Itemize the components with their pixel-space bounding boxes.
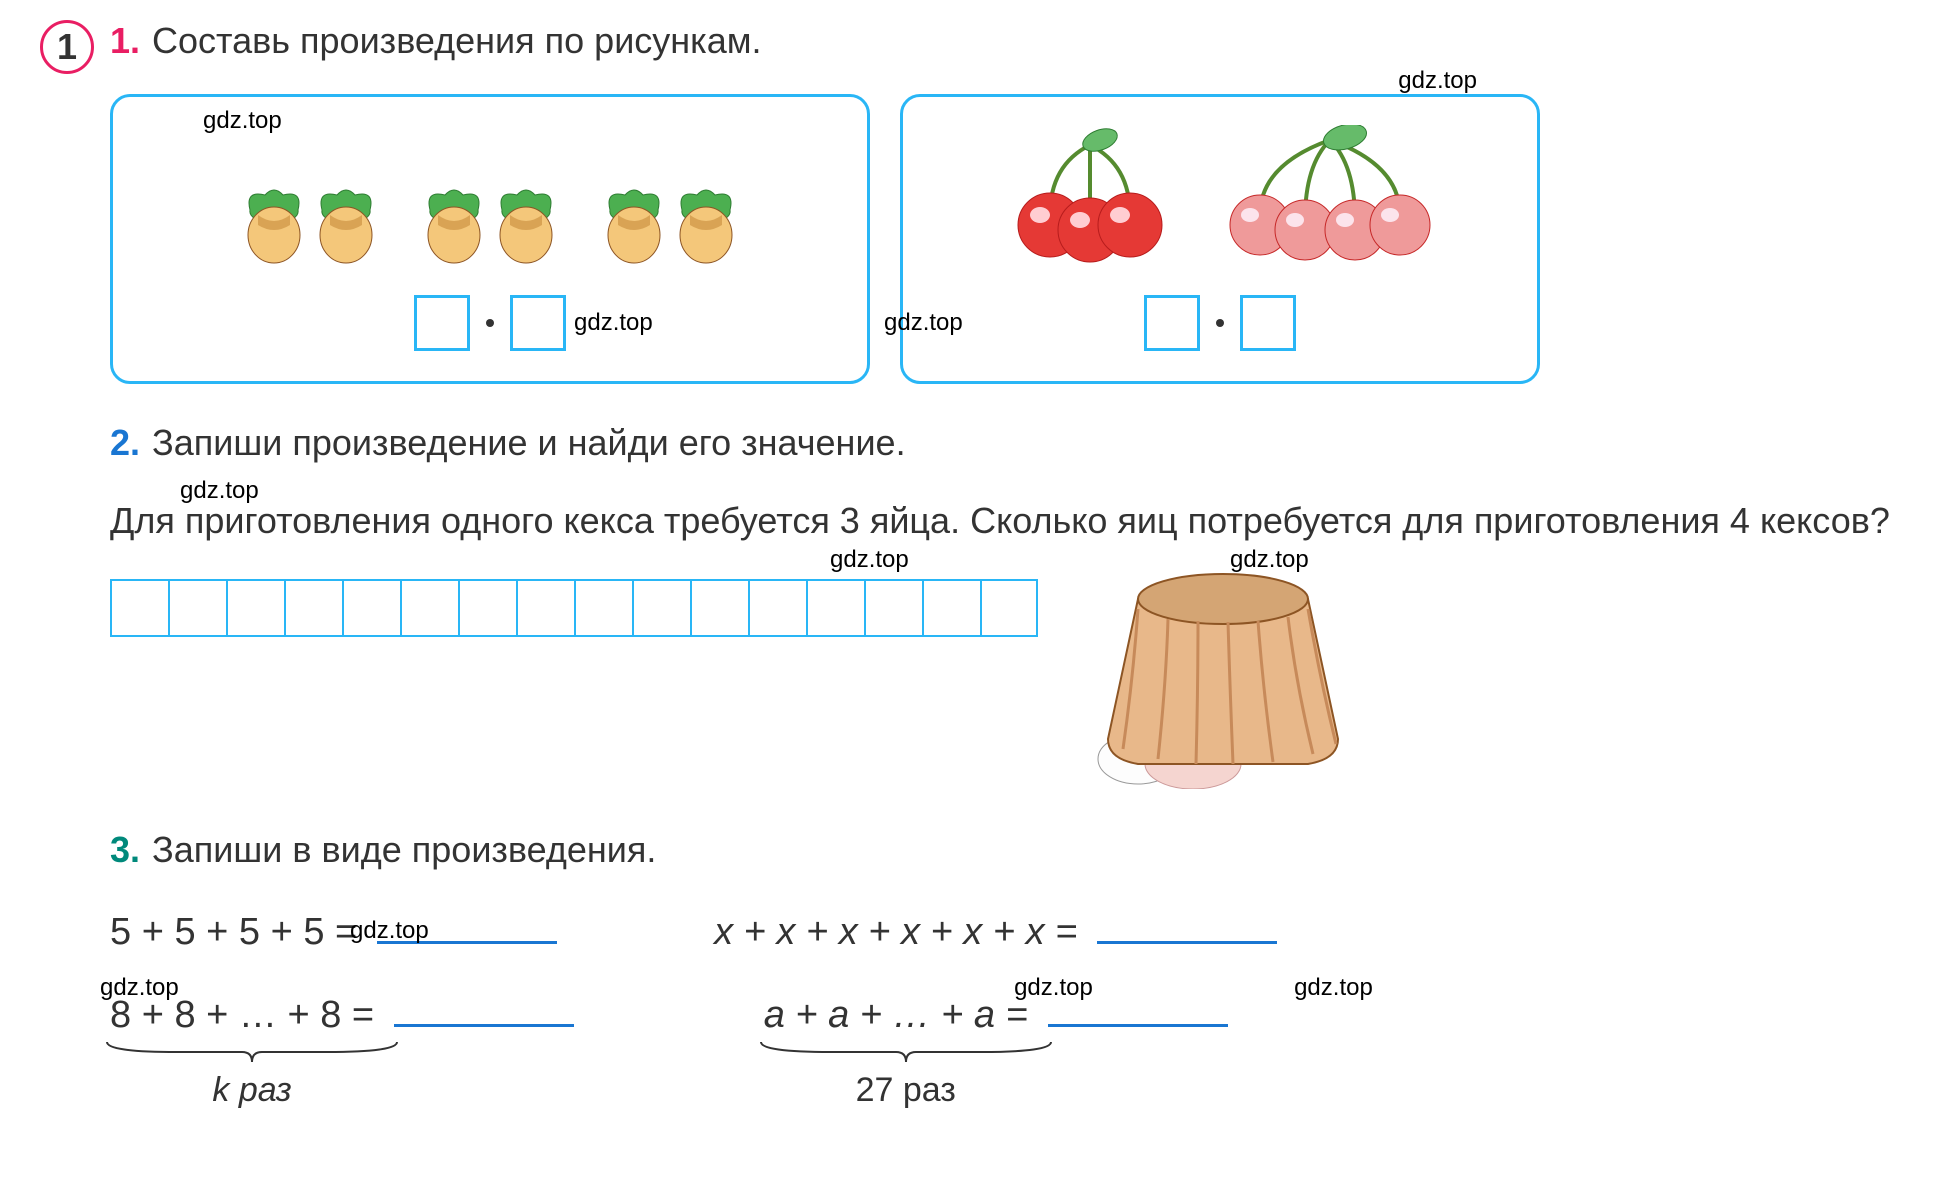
grid-cell[interactable]: [342, 579, 400, 637]
task1-title: Составь произведения по рисункам.: [152, 20, 761, 62]
expression-3: x + x + x + x + x + x =: [714, 911, 1277, 954]
grid-cell[interactable]: [400, 579, 458, 637]
nut-group: [420, 185, 560, 265]
grid-cell[interactable]: [574, 579, 632, 637]
task2-problem-text: Для приготовления одного кекса требуется…: [110, 500, 1890, 541]
task2-section: 2. Запиши произведение и найди его значе…: [110, 414, 1907, 789]
grid-cell[interactable]: [632, 579, 690, 637]
watermark: gdz.top: [830, 541, 909, 579]
expression-text: a + a + … + a =: [764, 994, 1028, 1037]
cherry-group-icon: [1220, 125, 1440, 265]
panel-hazelnuts: gdz.top: [110, 94, 870, 384]
expression-text: 5 + 5 + 5 + 5 =: [110, 911, 357, 954]
task1-number: 1.: [110, 20, 140, 62]
hazelnut-icon: [420, 185, 488, 265]
expression-text: x + x + x + x + x + x =: [714, 911, 1077, 954]
brace-label: 27 раз: [856, 1071, 956, 1110]
input-box[interactable]: [510, 295, 566, 351]
multiplication-boxes: gdz.top: [1144, 295, 1296, 351]
task3-section: 3. Запиши в виде произведения. 5 + 5 + 5…: [110, 829, 1907, 1110]
task1-title-row: 1. Составь произведения по рисункам.: [110, 20, 762, 62]
watermark: gdz.top: [100, 974, 179, 1002]
input-box[interactable]: [414, 295, 470, 351]
hazelnut-icon: [240, 185, 308, 265]
grid-cell[interactable]: [168, 579, 226, 637]
panel-cherries: gdz.top: [900, 94, 1540, 384]
grid-cell[interactable]: [864, 579, 922, 637]
hazelnut-icon: [672, 185, 740, 265]
watermark: gdz.top: [180, 472, 259, 510]
expression-1: 5 + 5 + 5 + 5 = gdz.top: [110, 911, 574, 954]
grid-cell[interactable]: [806, 579, 864, 637]
watermark: gdz.top: [1294, 974, 1373, 1002]
input-box[interactable]: [1240, 295, 1296, 351]
answer-blank[interactable]: [1097, 941, 1277, 944]
grid-cell[interactable]: [110, 579, 168, 637]
nut-group: [600, 185, 740, 265]
panels-container: gdz.top: [110, 94, 1907, 384]
hazelnut-icon: [600, 185, 668, 265]
task3-title-row: 3. Запиши в виде произведения.: [110, 829, 1907, 871]
brace-icon: [102, 1037, 402, 1067]
input-box[interactable]: [1144, 295, 1200, 351]
multiply-dot: [486, 319, 494, 327]
exercise-circle: 1: [40, 20, 94, 74]
grid-cell[interactable]: [690, 579, 748, 637]
task1-header: 1 1. Составь произведения по рисункам.: [40, 20, 1907, 74]
nut-group: [240, 185, 380, 265]
answer-blank[interactable]: [394, 1024, 574, 1027]
hazelnut-icon: [312, 185, 380, 265]
grid-cell[interactable]: [980, 579, 1038, 637]
task2-title-row: 2. Запиши произведение и найди его значе…: [110, 414, 1907, 472]
cherry-groups: [1000, 125, 1440, 265]
task2-problem: gdz.top Для приготовления одного кекса т…: [110, 492, 1907, 550]
watermark: gdz.top: [1230, 541, 1309, 579]
answer-grid[interactable]: [110, 579, 1038, 637]
hazelnut-icon: [492, 185, 560, 265]
grid-cell[interactable]: [748, 579, 806, 637]
brace-icon: [756, 1037, 1056, 1067]
watermark: gdz.top: [1398, 67, 1477, 95]
grid-cell[interactable]: [458, 579, 516, 637]
grid-cell[interactable]: [284, 579, 342, 637]
task2-title: Запиши произведение и найди его значение…: [152, 414, 906, 472]
hazelnut-groups: [240, 185, 740, 265]
watermark: gdz.top: [1014, 974, 1093, 1002]
task3-title: Запиши в виде произведения.: [152, 829, 656, 871]
cake-icon: [1078, 549, 1358, 789]
expressions-container: 5 + 5 + 5 + 5 = gdz.top gdz.top 8 + 8 + …: [110, 911, 1907, 1110]
brace-label: k раз: [212, 1071, 291, 1110]
expression-4: gdz.top gdz.top a + a + … + a = 27 раз: [714, 994, 1277, 1110]
watermark: gdz.top: [574, 309, 653, 337]
task3-number: 3.: [110, 829, 140, 871]
grid-cell[interactable]: [226, 579, 284, 637]
answer-blank[interactable]: [1048, 1024, 1228, 1027]
task2-number: 2.: [110, 414, 140, 472]
multiply-dot: [1216, 319, 1224, 327]
expression-2: gdz.top 8 + 8 + … + 8 = k раз: [110, 994, 574, 1110]
expression-column-right: x + x + x + x + x + x = gdz.top gdz.top …: [714, 911, 1277, 1110]
multiplication-boxes: gdz.top: [414, 295, 566, 351]
watermark: gdz.top: [884, 309, 963, 337]
watermark: gdz.top: [350, 917, 429, 945]
grid-cell[interactable]: [516, 579, 574, 637]
cherry-group-icon: [1000, 125, 1180, 265]
expression-column-left: 5 + 5 + 5 + 5 = gdz.top gdz.top 8 + 8 + …: [110, 911, 574, 1110]
grid-cell[interactable]: [922, 579, 980, 637]
watermark: gdz.top: [203, 107, 282, 135]
